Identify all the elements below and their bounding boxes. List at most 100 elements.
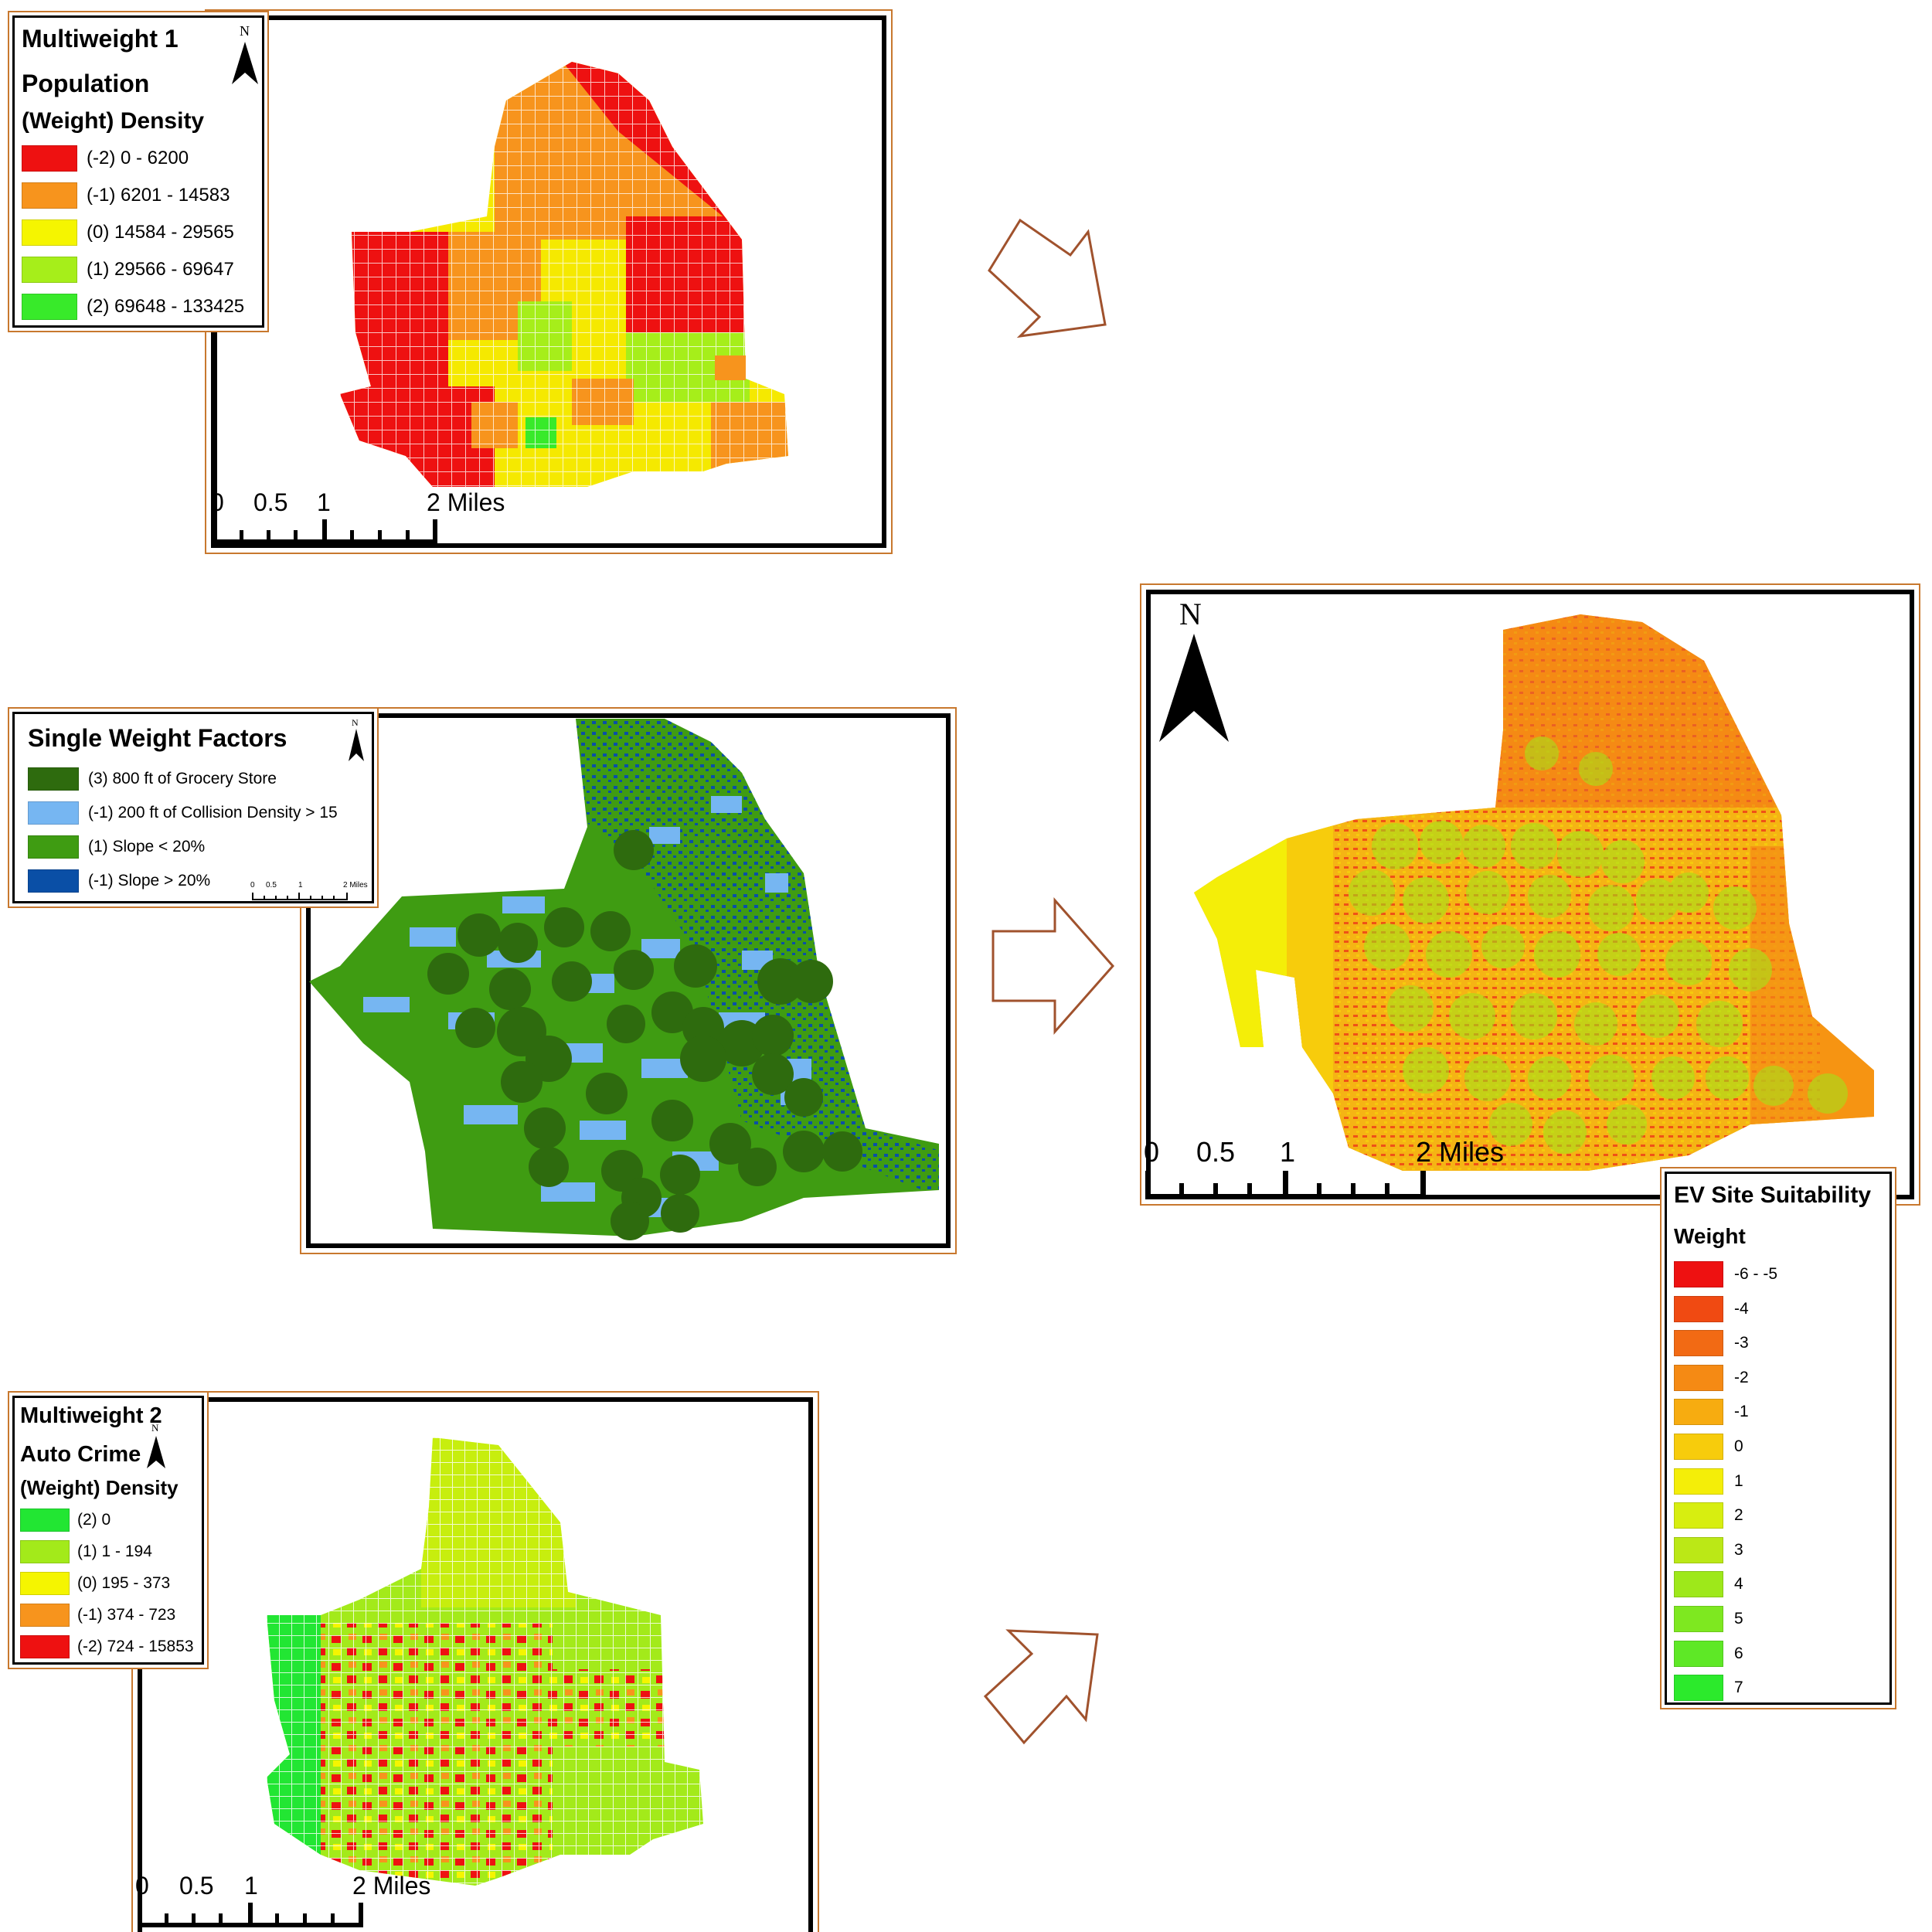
class-label: (-1) Slope > 20% (88, 872, 211, 889)
scale-label-1: 1 (298, 881, 303, 889)
result-class-11: 6 (1674, 1640, 1743, 1667)
multiweight1-subtitle: Population (22, 70, 150, 97)
result-class-8: 3 (1674, 1536, 1743, 1563)
scale-label-05: 0.5 (253, 488, 288, 516)
class-label: (1) 1 - 194 (77, 1543, 152, 1560)
result-class-4: -1 (1674, 1399, 1749, 1426)
arrow-top-icon (988, 218, 1107, 338)
swatch (20, 1509, 70, 1532)
class-label: 7 (1734, 1679, 1743, 1697)
scale-label-0: 0 (250, 881, 255, 889)
multiweight1-class-4: (2) 69648 - 133425 (22, 294, 244, 320)
result-class-12: 7 (1674, 1675, 1743, 1702)
class-label: (-2) 724 - 15853 (77, 1638, 194, 1655)
single-weight-title: Single Weight Factors (28, 724, 287, 752)
result-class-1: -4 (1674, 1295, 1749, 1322)
multiweight1-field: (Weight) Density (22, 108, 205, 134)
scale-bar (252, 893, 348, 900)
multiweight2-map (267, 1437, 703, 1886)
scale-label-2: 2 Miles (1416, 1136, 1505, 1168)
scale-label-2: 2 Miles (352, 1872, 431, 1900)
class-label: 0 (1734, 1437, 1743, 1455)
arrow-middle-icon (992, 897, 1115, 1035)
single-weight-class-1: (-1) 200 ft of Collision Density > 15 (28, 801, 338, 825)
multiweight1-class-1: (-1) 6201 - 14583 (22, 182, 230, 209)
arrow-bottom-icon (983, 1629, 1099, 1745)
swatch (22, 145, 77, 172)
multiweight2-class-4: (-2) 724 - 15853 (20, 1635, 194, 1658)
class-label: (0) 14584 - 29565 (87, 222, 234, 243)
multiweight2-class-0: (2) 0 (20, 1509, 111, 1532)
swatch (1674, 1364, 1723, 1391)
multiweight2-class-3: (-1) 374 - 723 (20, 1604, 175, 1627)
result-class-10: 5 (1674, 1606, 1743, 1632)
multiweight1-title: Multiweight 1 (22, 25, 179, 53)
scale-label-1: 1 (1280, 1136, 1296, 1168)
swatch (1674, 1536, 1723, 1563)
swatch (1674, 1261, 1723, 1287)
result-class-0: -6 - -5 (1674, 1261, 1777, 1287)
class-label: (3) 800 ft of Grocery Store (88, 770, 277, 787)
scale-label-1: 1 (244, 1872, 258, 1900)
multiweight1-class-3: (1) 29566 - 69647 (22, 257, 234, 283)
swatch (1674, 1675, 1723, 1702)
swatch (1674, 1295, 1723, 1322)
class-label: (-2) 0 - 6200 (87, 148, 189, 168)
multiweight1-map (340, 62, 788, 487)
class-label: 4 (1734, 1575, 1743, 1594)
scale-label-0: 0 (210, 488, 224, 516)
single-weight-class-2: (1) Slope < 20% (28, 835, 205, 859)
swatch (22, 257, 77, 283)
multiweight2-field: (Weight) Density (20, 1476, 179, 1499)
north-arrow-icon: N (349, 717, 364, 761)
single-weight-class-3: (-1) Slope > 20% (28, 869, 210, 893)
swatch (1674, 1606, 1723, 1632)
result-class-9: 4 (1674, 1571, 1743, 1598)
result-field: Weight (1674, 1224, 1746, 1248)
north-arrow-icon: N (232, 23, 258, 84)
swatch (28, 767, 79, 791)
swatch (1674, 1571, 1723, 1598)
scale-label-0: 0 (135, 1872, 149, 1900)
north-arrow-icon: N (1159, 597, 1229, 742)
scale-label-05: 0.5 (1196, 1136, 1236, 1168)
class-label: (-1) 200 ft of Collision Density > 15 (88, 804, 338, 821)
scale-bar (1145, 1171, 1426, 1199)
scale-label-05: 0.5 (179, 1872, 214, 1900)
result-class-7: 2 (1674, 1502, 1743, 1529)
multiweight1-class-2: (0) 14584 - 29565 (22, 219, 234, 246)
result-class-5: 0 (1674, 1434, 1743, 1460)
swatch (22, 182, 77, 209)
class-label: 2 (1734, 1506, 1743, 1525)
class-label: 6 (1734, 1644, 1743, 1662)
class-label: -2 (1734, 1368, 1749, 1386)
result-class-2: -3 (1674, 1330, 1749, 1357)
multiweight2-class-2: (0) 195 - 373 (20, 1572, 170, 1595)
result-map (1194, 614, 1874, 1171)
swatch (28, 869, 79, 893)
multiweight2-class-1: (1) 1 - 194 (20, 1540, 152, 1563)
swatch (1674, 1434, 1723, 1460)
scale-label-2: 2 Miles (343, 881, 368, 889)
north-label: N (352, 717, 359, 728)
swatch (1674, 1468, 1723, 1495)
scale-label-0: 0 (1144, 1136, 1160, 1168)
multiweight2-legend: Multiweight 2 Auto Crime (Weight) Densit… (8, 1391, 209, 1669)
result-class-3: -2 (1674, 1364, 1749, 1391)
swatch (1674, 1640, 1723, 1667)
scale-bar (213, 519, 437, 544)
north-label: N (240, 23, 250, 39)
class-label: (0) 195 - 373 (77, 1574, 171, 1592)
north-label: N (151, 1422, 159, 1434)
class-label: 5 (1734, 1610, 1743, 1628)
swatch (20, 1540, 70, 1563)
class-label: -4 (1734, 1299, 1749, 1318)
swatch (28, 801, 79, 825)
single-weight-class-0: (3) 800 ft of Grocery Store (28, 767, 277, 791)
swatch (22, 294, 77, 320)
single-weight-legend: Single Weight Factors N (3) 800 ft of Gr… (8, 707, 379, 908)
swatch (1674, 1330, 1723, 1357)
class-label: (-1) 374 - 723 (77, 1606, 176, 1624)
result-legend: EV Site Suitability Weight -6 - -5 -4 -3 -2… (1660, 1167, 1896, 1709)
swatch (1674, 1399, 1723, 1426)
